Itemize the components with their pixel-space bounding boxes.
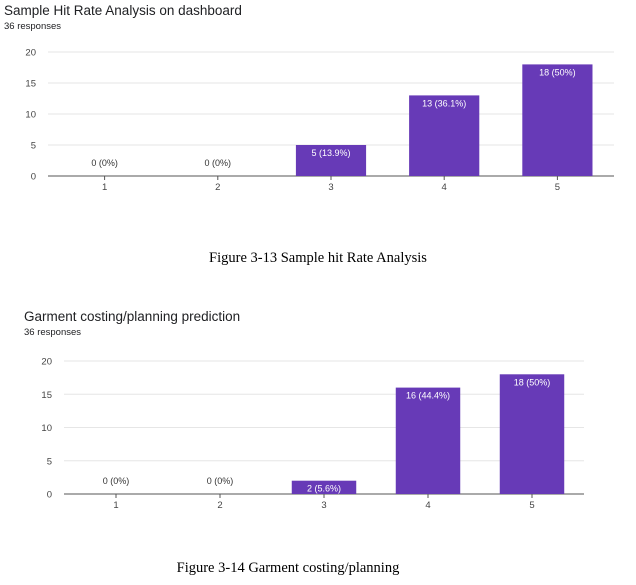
- y-tick-label: 5: [47, 456, 52, 467]
- y-tick-label: 0: [31, 172, 36, 183]
- x-tick-label: 3: [328, 182, 333, 193]
- y-tick-label: 20: [25, 48, 36, 59]
- x-tick-label: 3: [321, 500, 326, 511]
- data-label: 18 (50%): [539, 67, 576, 77]
- x-tick-label: 5: [529, 500, 534, 511]
- y-tick-label: 15: [25, 79, 36, 90]
- bar: [291, 480, 357, 494]
- chart-subtitle: 36 responses: [4, 21, 62, 32]
- figure-caption: Figure 3-14 Garment costing/planning: [176, 560, 400, 576]
- bar: [499, 374, 565, 494]
- x-tick-label: 2: [217, 500, 222, 511]
- bar: [522, 64, 593, 176]
- chart-title: Garment costing/planning prediction: [24, 309, 241, 324]
- data-label: 16 (44.4%): [406, 391, 450, 401]
- x-tick-label: 2: [215, 182, 220, 193]
- y-tick-label: 10: [25, 110, 36, 121]
- x-tick-label: 1: [102, 182, 107, 193]
- data-label: 5 (13.9%): [311, 148, 350, 158]
- bar: [409, 95, 480, 176]
- chart-title: Sample Hit Rate Analysis on dashboard: [4, 3, 242, 18]
- y-tick-label: 20: [41, 357, 52, 368]
- bar-chart-1: 0 5 10 15 20 1 0 (0%) 2 0 (0%) 3 5 (13.9%) 4 13 (36.…: [25, 48, 614, 193]
- x-tick-label: 4: [442, 182, 447, 193]
- data-label: 2 (5.6%): [307, 484, 341, 494]
- data-label: 18 (50%): [514, 377, 551, 387]
- data-label: 0 (0%): [205, 158, 232, 168]
- x-tick-label: 4: [425, 500, 430, 511]
- y-tick-label: 15: [41, 390, 52, 401]
- y-tick-label: 5: [31, 141, 36, 152]
- figure-caption: Figure 3-13 Sample hit Rate Analysis: [209, 250, 427, 266]
- x-tick-label: 1: [113, 500, 118, 511]
- chart-subtitle: 36 responses: [24, 327, 82, 338]
- data-label: 13 (36.1%): [422, 98, 466, 108]
- bar: [295, 145, 367, 176]
- data-label: 0 (0%): [103, 476, 130, 486]
- y-tick-label: 0: [47, 490, 52, 501]
- data-label: 0 (0%): [91, 158, 118, 168]
- chart-block-1: Sample Hit Rate Analysis on dashboard 36…: [0, 0, 636, 280]
- x-tick-label: 5: [555, 182, 560, 193]
- bar-chart-2: 0 5 10 15 20 1 0 (0%) 2 0 (0%) 3 2 (5.6%) 4 16 (44.4…: [41, 357, 584, 511]
- bar: [395, 387, 461, 494]
- data-label: 0 (0%): [207, 476, 234, 486]
- y-tick-label: 10: [41, 423, 52, 434]
